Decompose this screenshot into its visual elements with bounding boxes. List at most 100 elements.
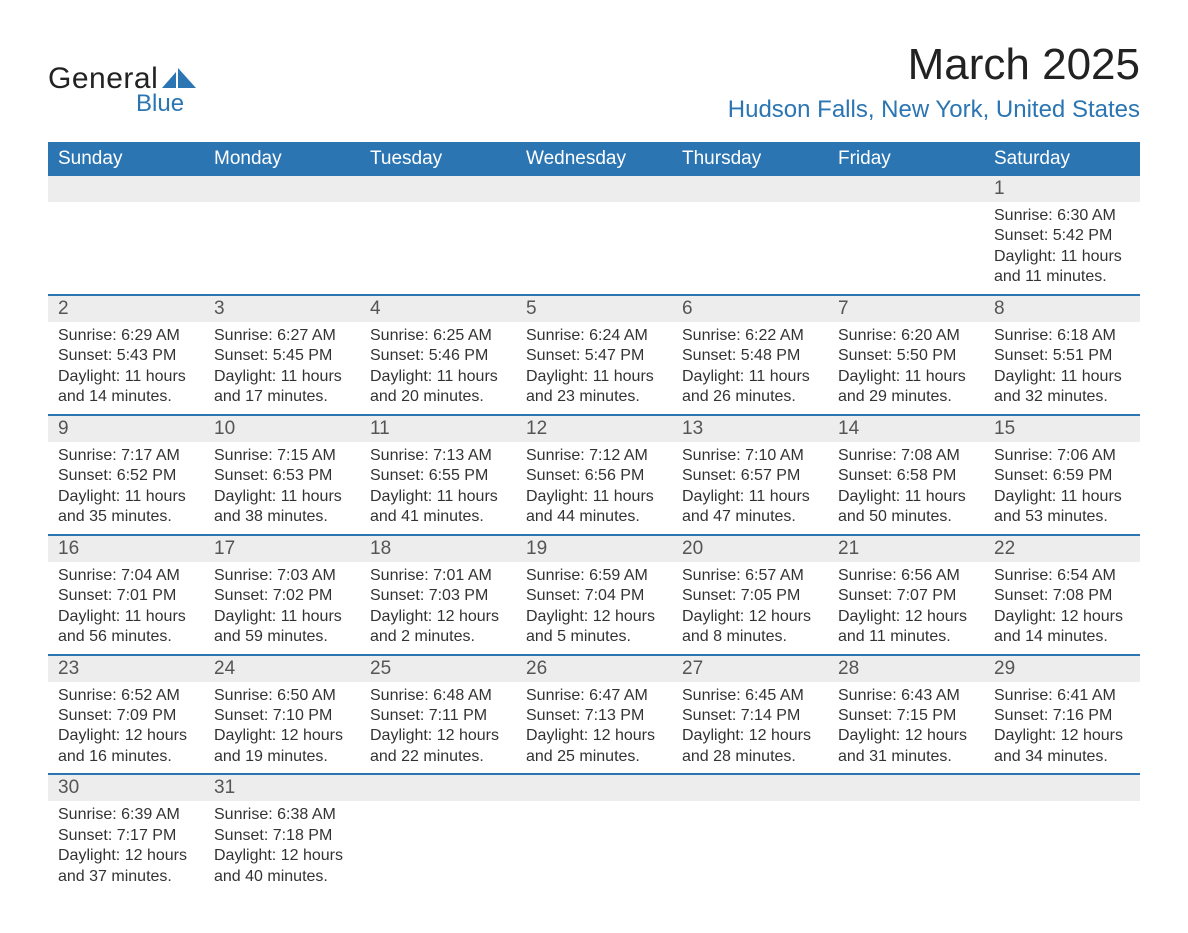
day-detail-line: and 17 minutes. xyxy=(214,387,350,407)
day-detail-line: Sunrise: 6:20 AM xyxy=(838,326,974,346)
day-detail-line: Sunset: 7:07 PM xyxy=(838,586,974,606)
day-detail-line: Sunset: 6:59 PM xyxy=(994,466,1130,486)
day-detail-line: and 14 minutes. xyxy=(58,387,194,407)
day-detail-line: and 38 minutes. xyxy=(214,507,350,527)
day-number-cell xyxy=(672,774,828,801)
day-detail-line: Sunrise: 7:04 AM xyxy=(58,566,194,586)
day-detail-cell: Sunrise: 7:08 AMSunset: 6:58 PMDaylight:… xyxy=(828,442,984,535)
detail-row: Sunrise: 6:52 AMSunset: 7:09 PMDaylight:… xyxy=(48,682,1140,775)
day-detail-line: Daylight: 11 hours xyxy=(526,367,662,387)
day-number-cell: 20 xyxy=(672,535,828,562)
day-detail-line: and 23 minutes. xyxy=(526,387,662,407)
day-detail-line: Sunset: 6:53 PM xyxy=(214,466,350,486)
day-number-cell: 2 xyxy=(48,295,204,322)
day-detail-cell: Sunrise: 7:01 AMSunset: 7:03 PMDaylight:… xyxy=(360,562,516,655)
day-detail-cell: Sunrise: 7:03 AMSunset: 7:02 PMDaylight:… xyxy=(204,562,360,655)
day-detail-cell: Sunrise: 7:13 AMSunset: 6:55 PMDaylight:… xyxy=(360,442,516,535)
detail-row: Sunrise: 6:29 AMSunset: 5:43 PMDaylight:… xyxy=(48,322,1140,415)
day-detail-line: Sunrise: 7:08 AM xyxy=(838,446,974,466)
day-detail-cell: Sunrise: 6:48 AMSunset: 7:11 PMDaylight:… xyxy=(360,682,516,775)
day-detail-line: and 16 minutes. xyxy=(58,747,194,767)
day-detail-line: Sunrise: 6:54 AM xyxy=(994,566,1130,586)
day-detail-line: and 11 minutes. xyxy=(838,627,974,647)
day-detail-line: and 19 minutes. xyxy=(214,747,350,767)
location-text: Hudson Falls, New York, United States xyxy=(728,96,1140,124)
day-detail-line: Sunset: 7:02 PM xyxy=(214,586,350,606)
day-number-cell: 31 xyxy=(204,774,360,801)
weekday-header: Thursday xyxy=(672,142,828,176)
day-detail-line: Daylight: 11 hours xyxy=(838,487,974,507)
day-detail-line: Sunrise: 7:15 AM xyxy=(214,446,350,466)
day-detail-cell: Sunrise: 6:39 AMSunset: 7:17 PMDaylight:… xyxy=(48,801,204,893)
day-number-cell: 16 xyxy=(48,535,204,562)
day-detail-line: and 26 minutes. xyxy=(682,387,818,407)
day-detail-line: Sunrise: 6:39 AM xyxy=(58,805,194,825)
day-detail-line: and 32 minutes. xyxy=(994,387,1130,407)
day-detail-line: Sunset: 7:11 PM xyxy=(370,706,506,726)
day-detail-line: Daylight: 12 hours xyxy=(370,726,506,746)
day-detail-line: Daylight: 11 hours xyxy=(838,367,974,387)
day-detail-line: Sunrise: 6:29 AM xyxy=(58,326,194,346)
day-number-cell xyxy=(204,176,360,202)
day-detail-cell: Sunrise: 6:43 AMSunset: 7:15 PMDaylight:… xyxy=(828,682,984,775)
day-detail-line: Sunrise: 7:03 AM xyxy=(214,566,350,586)
day-detail-line: Daylight: 11 hours xyxy=(370,367,506,387)
day-number-cell: 5 xyxy=(516,295,672,322)
day-detail-cell xyxy=(516,801,672,893)
day-number-cell: 10 xyxy=(204,415,360,442)
day-detail-line: Sunrise: 6:30 AM xyxy=(994,206,1130,226)
day-detail-cell: Sunrise: 6:47 AMSunset: 7:13 PMDaylight:… xyxy=(516,682,672,775)
day-detail-cell: Sunrise: 6:20 AMSunset: 5:50 PMDaylight:… xyxy=(828,322,984,415)
day-detail-line: Sunrise: 6:22 AM xyxy=(682,326,818,346)
day-detail-line: Daylight: 11 hours xyxy=(214,607,350,627)
day-detail-line: Daylight: 11 hours xyxy=(994,367,1130,387)
day-number-cell: 4 xyxy=(360,295,516,322)
day-detail-line: Daylight: 12 hours xyxy=(994,726,1130,746)
day-detail-line: and 14 minutes. xyxy=(994,627,1130,647)
day-detail-cell xyxy=(984,801,1140,893)
day-detail-line: Sunset: 7:13 PM xyxy=(526,706,662,726)
day-detail-line: Sunset: 5:51 PM xyxy=(994,346,1130,366)
title-block: March 2025 Hudson Falls, New York, Unite… xyxy=(728,40,1140,124)
day-detail-cell: Sunrise: 7:17 AMSunset: 6:52 PMDaylight:… xyxy=(48,442,204,535)
day-detail-line: and 44 minutes. xyxy=(526,507,662,527)
day-detail-line: Sunrise: 6:25 AM xyxy=(370,326,506,346)
day-detail-cell: Sunrise: 7:15 AMSunset: 6:53 PMDaylight:… xyxy=(204,442,360,535)
day-number-cell xyxy=(48,176,204,202)
day-number-cell xyxy=(828,774,984,801)
day-detail-line: and 31 minutes. xyxy=(838,747,974,767)
day-detail-cell: Sunrise: 6:18 AMSunset: 5:51 PMDaylight:… xyxy=(984,322,1140,415)
day-number-cell: 15 xyxy=(984,415,1140,442)
day-detail-cell xyxy=(516,202,672,295)
day-detail-cell: Sunrise: 6:54 AMSunset: 7:08 PMDaylight:… xyxy=(984,562,1140,655)
day-detail-line: Daylight: 11 hours xyxy=(682,487,818,507)
day-number-cell xyxy=(360,774,516,801)
day-detail-line: Daylight: 11 hours xyxy=(214,367,350,387)
day-detail-line: Daylight: 11 hours xyxy=(214,487,350,507)
day-number-cell xyxy=(516,774,672,801)
day-detail-line: and 2 minutes. xyxy=(370,627,506,647)
daynum-row: 2345678 xyxy=(48,295,1140,322)
day-detail-line: Daylight: 12 hours xyxy=(370,607,506,627)
day-number-cell: 28 xyxy=(828,655,984,682)
day-detail-cell: Sunrise: 6:59 AMSunset: 7:04 PMDaylight:… xyxy=(516,562,672,655)
day-detail-line: Sunrise: 6:43 AM xyxy=(838,686,974,706)
day-detail-line: Daylight: 12 hours xyxy=(214,846,350,866)
day-number-cell: 12 xyxy=(516,415,672,442)
calendar-body: 1 Sunrise: 6:30 AMSunset: 5:42 PMDayligh… xyxy=(48,176,1140,893)
day-detail-line: Sunrise: 7:06 AM xyxy=(994,446,1130,466)
day-detail-line: Daylight: 12 hours xyxy=(526,607,662,627)
daynum-row: 23242526272829 xyxy=(48,655,1140,682)
detail-row: Sunrise: 7:17 AMSunset: 6:52 PMDaylight:… xyxy=(48,442,1140,535)
day-detail-cell: Sunrise: 6:41 AMSunset: 7:16 PMDaylight:… xyxy=(984,682,1140,775)
day-number-cell xyxy=(672,176,828,202)
day-detail-cell xyxy=(204,202,360,295)
day-detail-line: Sunset: 6:52 PM xyxy=(58,466,194,486)
day-detail-line: Sunset: 6:56 PM xyxy=(526,466,662,486)
day-detail-line: Daylight: 11 hours xyxy=(58,487,194,507)
day-detail-line: and 11 minutes. xyxy=(994,267,1130,287)
weekday-header: Tuesday xyxy=(360,142,516,176)
month-title: March 2025 xyxy=(728,40,1140,90)
day-detail-line: Daylight: 12 hours xyxy=(838,607,974,627)
day-detail-line: Sunset: 5:50 PM xyxy=(838,346,974,366)
